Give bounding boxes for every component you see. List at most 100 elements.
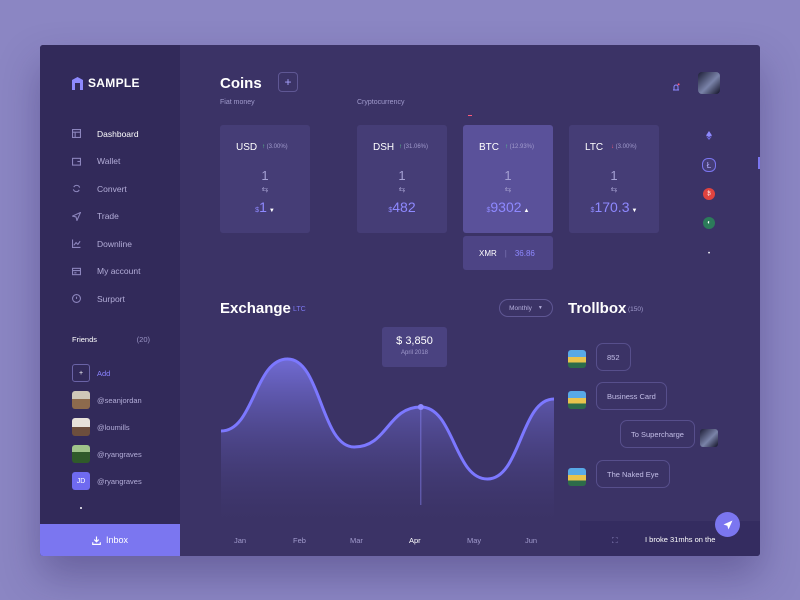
- caret-down-icon: ▼: [631, 208, 638, 214]
- friend-item[interactable]: @seanjordan: [72, 391, 142, 409]
- coin-price: $1 ▼: [220, 199, 310, 215]
- month-label[interactable]: Jan: [234, 536, 247, 545]
- tooltip-date: April 2018: [400, 350, 429, 356]
- add-friend-button[interactable]: + Add: [72, 364, 110, 382]
- logo[interactable]: SAMPLE: [72, 76, 140, 90]
- coin-qty: 1: [398, 168, 406, 183]
- coins-title: Coins: [220, 75, 262, 92]
- logo-icon: [72, 76, 83, 90]
- send-button[interactable]: [715, 512, 740, 537]
- nav-label: Dashboard: [97, 128, 139, 139]
- account-icon: [72, 267, 81, 275]
- period-select[interactable]: Monthly ▼: [499, 299, 553, 317]
- chat-input[interactable]: I broke 31mhs on the: [645, 535, 716, 544]
- avatar: JD: [72, 472, 90, 490]
- avatar[interactable]: [568, 350, 586, 368]
- send-icon: [723, 520, 732, 529]
- notification-bell-icon[interactable]: [672, 79, 680, 97]
- avatar[interactable]: [568, 391, 586, 409]
- nav-item-dashboard[interactable]: Dashboard: [72, 120, 140, 148]
- friend-item[interactable]: JD @ryangraves: [72, 472, 142, 490]
- litecoin-icon[interactable]: Ł: [702, 158, 716, 172]
- avatar: [72, 391, 90, 409]
- coin-name: DSH: [373, 142, 395, 153]
- coin-price-value: 1: [259, 199, 267, 215]
- nav-item-my-account[interactable]: My account: [72, 258, 140, 286]
- xmr-value: 36.86: [514, 248, 535, 258]
- green-coin-icon[interactable]: ◐: [703, 217, 715, 229]
- inbox-button[interactable]: Inbox: [40, 524, 180, 556]
- nav-label: Downline: [97, 238, 132, 249]
- coin-change-value: (3.00%): [615, 144, 637, 150]
- nav-label: My account: [97, 266, 141, 277]
- swap-icon: ⇆: [504, 185, 512, 194]
- coin-price-value: 170.3: [594, 199, 630, 215]
- friend-item[interactable]: @ryangraves: [72, 445, 142, 463]
- nav-item-wallet[interactable]: Wallet: [72, 148, 140, 176]
- trollbox-count: (150): [628, 306, 644, 313]
- chat-message[interactable]: To Supercharge: [620, 420, 695, 448]
- month-label[interactable]: May: [467, 536, 482, 545]
- xmr-row[interactable]: XMR | 36.86: [463, 236, 553, 270]
- currency-symbol: $: [255, 207, 260, 214]
- currency-symbol: $: [590, 207, 595, 214]
- avatar: [72, 418, 90, 436]
- coin-price: $482: [357, 199, 447, 215]
- friend-handle: @seanjordan: [97, 395, 142, 405]
- arrow-up-icon: ↑: [399, 144, 402, 150]
- nav-item-support[interactable]: Surport: [72, 285, 140, 313]
- period-value: Monthly: [509, 304, 532, 312]
- fiat-label: Fiat money: [220, 99, 255, 106]
- inbox-label: Inbox: [105, 535, 129, 545]
- more-dot-icon[interactable]: •: [707, 251, 711, 257]
- friend-item[interactable]: @loumills: [72, 418, 130, 436]
- user-avatar[interactable]: [698, 72, 720, 94]
- avatar[interactable]: [568, 468, 586, 486]
- coin-change-value: (31.06%): [403, 144, 429, 150]
- month-label[interactable]: Feb: [293, 536, 306, 545]
- add-coin-button[interactable]: +: [278, 72, 298, 92]
- coin-name: LTC: [585, 142, 604, 153]
- exchange-chart: [220, 357, 555, 520]
- convert-icon: [72, 185, 81, 193]
- ethereum-icon[interactable]: [703, 129, 715, 141]
- nav-item-downline[interactable]: Downline: [72, 230, 140, 258]
- coin-change: ↑ (31.06%): [399, 144, 428, 150]
- arrow-up-icon: ↑: [262, 144, 265, 150]
- month-label[interactable]: Jun: [525, 536, 538, 545]
- highlight-point[interactable]: [417, 404, 424, 410]
- dashboard-icon: [72, 129, 81, 139]
- swap-icon: ⇆: [261, 185, 269, 194]
- nav-item-convert[interactable]: Convert: [72, 175, 140, 203]
- chat-message[interactable]: Business Card: [596, 382, 667, 410]
- chart-area: [221, 359, 554, 520]
- nav-label: Surport: [97, 293, 125, 304]
- avatar[interactable]: [700, 429, 718, 447]
- coin-price-value: 482: [392, 199, 416, 215]
- expand-icon[interactable]: ⛶: [612, 536, 618, 545]
- friend-handle: @loumills: [97, 422, 130, 432]
- coin-card-usd[interactable]: USD ↑ (3.00%) 1 ⇆ $1 ▼: [220, 125, 310, 233]
- brand-name: SAMPLE: [88, 76, 140, 90]
- wallet-icon: [72, 157, 81, 166]
- caret-down-icon: ▼: [268, 208, 275, 214]
- coin-card-btc[interactable]: BTC ↑ (12.93%) 1 ⇆ $9302 ▲: [463, 125, 553, 233]
- chat-message[interactable]: The Naked Eye: [596, 460, 670, 488]
- red-coin-icon[interactable]: ₿: [703, 188, 715, 200]
- chat-message[interactable]: 852: [596, 343, 631, 371]
- coin-change: ↑ (12.93%): [505, 144, 534, 150]
- coin-card-ltc[interactable]: LTC ↓ (3.00%) 1 ⇆ $170.3 ▼: [569, 125, 659, 233]
- arrow-down-icon: ↓: [611, 144, 614, 150]
- coin-price: $170.3 ▼: [569, 199, 659, 215]
- friends-header: Friends (20): [72, 335, 150, 344]
- coin-qty: 1: [610, 168, 618, 183]
- scroll-indicator[interactable]: [758, 157, 760, 169]
- exchange-coin: LTC: [293, 306, 306, 313]
- month-label[interactable]: Apr: [409, 536, 421, 545]
- coin-change-value: (12.93%): [509, 144, 535, 150]
- coin-card-dsh[interactable]: DSH ↑ (31.06%) 1 ⇆ $482: [357, 125, 447, 233]
- arrow-up-icon: ↑: [505, 144, 508, 150]
- nav-item-trade[interactable]: Trade: [72, 203, 140, 231]
- month-label[interactable]: Mar: [350, 536, 363, 545]
- coin-change: ↑ (3.00%): [262, 144, 288, 150]
